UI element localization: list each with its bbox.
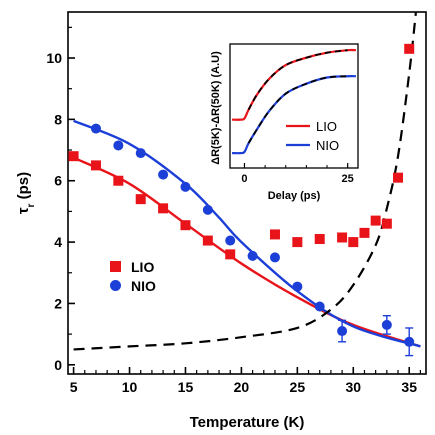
y-axis-title-unit: (ps) [15, 172, 32, 204]
inset-legend: LIO NIO [286, 119, 339, 153]
legend-marker-nio [110, 280, 121, 291]
data-point-nio [404, 336, 415, 347]
data-point-nio [381, 319, 392, 330]
inset-x-tick-label: 0 [241, 173, 247, 185]
x-tick-label: 10 [122, 379, 138, 395]
inset-chart: 0 25 ΔR(5K)-ΔR(50K) (A.U) Delay (ps) LIO … [210, 43, 359, 202]
data-point-lio [90, 160, 101, 171]
data-point-lio [180, 220, 191, 231]
data-point-lio [113, 175, 124, 186]
data-point-nio [269, 252, 280, 263]
data-point-lio [225, 249, 236, 260]
data-point-lio [370, 215, 381, 226]
main-legend: LIO NIO [110, 259, 156, 294]
x-tick-label: 5 [70, 379, 78, 395]
inset-y-axis-title: ΔR(5K)-ΔR(50K) (A.U) [210, 51, 222, 165]
data-point-lio [359, 227, 370, 238]
legend-marker-lio [110, 261, 121, 272]
data-point-lio [381, 218, 392, 229]
inset-fit-curves [247, 49, 348, 144]
inset-x-ticks: 0 25 [241, 163, 354, 185]
y-tick-label: 2 [54, 295, 62, 311]
data-point-nio [113, 140, 124, 151]
y-tick-label: 8 [54, 111, 62, 127]
inset-fit-curve [247, 75, 348, 144]
inset-fit-curve [247, 49, 348, 111]
data-point-nio [247, 250, 258, 261]
inset-legend-label-lio: LIO [316, 119, 337, 134]
main-error-bars [338, 315, 414, 357]
data-point-lio [393, 172, 404, 183]
x-tick-label: 35 [401, 379, 417, 395]
main-x-ticks: 5 10 15 20 25 30 35 [70, 367, 422, 395]
data-point-lio [68, 151, 79, 162]
y-tick-label: 0 [54, 357, 62, 373]
legend-label-lio: LIO [131, 259, 154, 275]
data-point-nio [314, 301, 325, 312]
y-axis-title-sub: r [26, 203, 37, 207]
dashed-fit-curve [73, 11, 418, 351]
data-point-nio [337, 326, 348, 337]
data-point-nio [135, 148, 146, 159]
y-tick-label: 10 [46, 50, 62, 66]
data-point-nio [158, 169, 169, 180]
data-point-lio [337, 232, 348, 243]
data-point-lio [135, 194, 146, 205]
data-point-lio [269, 229, 280, 240]
main-data-points [68, 43, 415, 347]
data-point-lio [202, 235, 213, 246]
inset-legend-label-nio: NIO [316, 138, 339, 153]
data-point-lio [158, 203, 169, 214]
y-axis-title: τr (ps) [15, 172, 37, 214]
inset-line-lio [232, 48, 356, 121]
legend-label-nio: NIO [131, 278, 156, 294]
x-axis-title: Temperature (K) [190, 414, 305, 431]
data-point-nio [90, 123, 101, 134]
inset-x-tick-label: 25 [342, 173, 354, 185]
inset-x-axis-title: Delay (ps) [268, 190, 321, 202]
y-axis-title-main: τ [15, 207, 32, 214]
fit-curve-lio [73, 156, 421, 348]
data-point-nio [202, 204, 213, 215]
main-y-ticks: 0 2 4 6 8 10 [46, 26, 75, 373]
y-tick-label: 4 [54, 234, 62, 250]
data-point-lio [348, 237, 359, 248]
x-tick-label: 30 [345, 379, 361, 395]
data-point-nio [292, 281, 303, 292]
x-tick-label: 25 [290, 379, 306, 395]
x-tick-label: 15 [178, 379, 194, 395]
data-point-lio [404, 43, 415, 54]
x-tick-label: 20 [234, 379, 250, 395]
data-point-lio [292, 237, 303, 248]
main-plot-frame [67, 11, 427, 375]
data-point-lio [314, 234, 325, 245]
y-tick-label: 6 [54, 173, 62, 189]
data-point-nio [225, 235, 236, 246]
data-point-nio [180, 181, 191, 192]
